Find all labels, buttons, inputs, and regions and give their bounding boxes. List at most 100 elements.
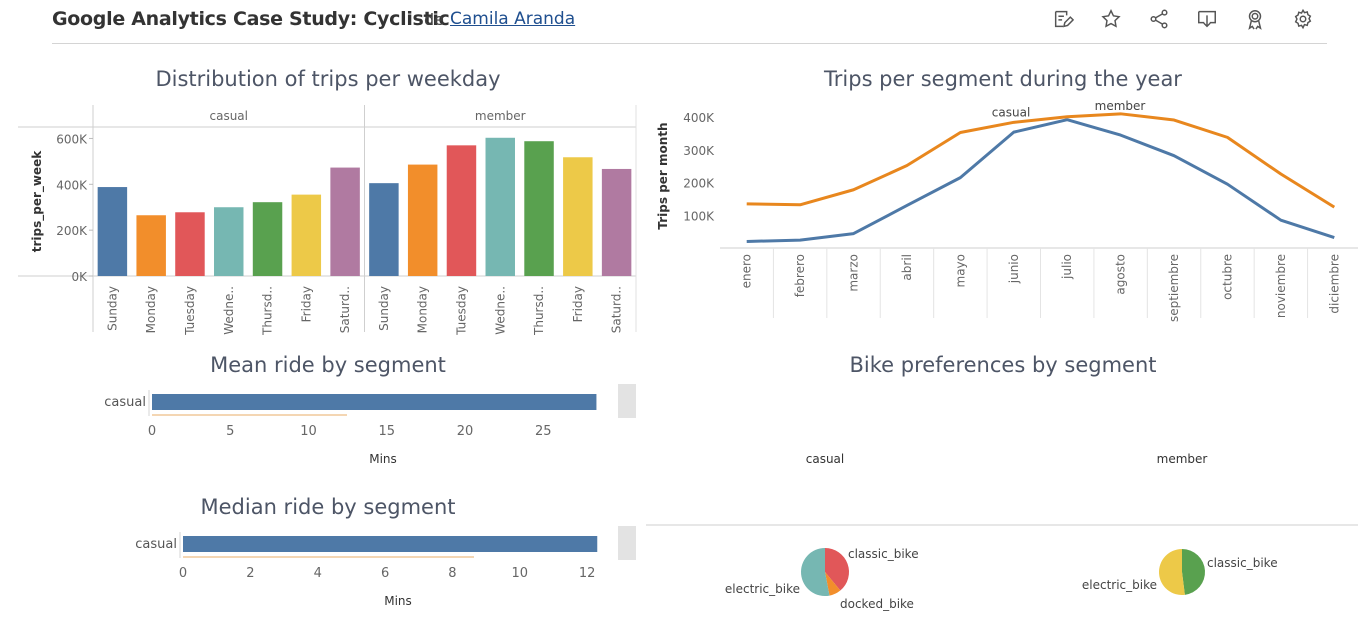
scrollbar-track bbox=[618, 384, 636, 418]
x-tick-label: 0 bbox=[179, 566, 187, 581]
x-tick-label: Monday bbox=[416, 286, 430, 333]
pie-slice-member-electric_bike bbox=[1159, 549, 1185, 596]
x-axis-label: Mins bbox=[384, 594, 412, 608]
y-tick-label: 100K bbox=[683, 209, 715, 223]
pie-header-casual: casual bbox=[806, 452, 845, 466]
x-tick-label: Sunday bbox=[105, 286, 119, 331]
x-tick-label: noviembre bbox=[1274, 254, 1288, 318]
bar-casual bbox=[152, 394, 597, 410]
y-tick-label: 600K bbox=[56, 132, 88, 146]
category-label: casual bbox=[135, 537, 177, 552]
x-tick-label: junio bbox=[1007, 254, 1021, 284]
bike-chart-title: Bike preferences by segment bbox=[849, 353, 1157, 377]
download-icon[interactable] bbox=[1194, 6, 1219, 31]
bar-member-6 bbox=[601, 168, 632, 276]
pie-label-classic_bike: classic_bike bbox=[848, 547, 919, 561]
x-tick-label: diciembre bbox=[1327, 254, 1341, 314]
bar-casual-3 bbox=[214, 207, 244, 276]
y-tick-label: 400K bbox=[56, 178, 88, 192]
x-tick-label: Friday bbox=[571, 286, 585, 322]
badge-icon[interactable] bbox=[1242, 6, 1267, 31]
pie-slice-member-classic_bike bbox=[1182, 549, 1206, 595]
bar-member-4 bbox=[524, 141, 554, 276]
pie-label-classic_bike: classic_bike bbox=[1207, 556, 1278, 570]
x-tick-label: enero bbox=[740, 254, 754, 288]
x-tick-label: septiembre bbox=[1167, 254, 1181, 322]
x-tick-label: 8 bbox=[448, 566, 456, 581]
x-tick-label: Thursd.. bbox=[261, 286, 275, 336]
category-label: casual bbox=[104, 395, 146, 410]
x-tick-label: 6 bbox=[381, 566, 389, 581]
x-tick-label: 10 bbox=[300, 424, 317, 439]
panel-header-member: member bbox=[475, 109, 526, 123]
x-tick-label: Friday bbox=[299, 286, 313, 322]
pie-slice-casual-electric_bike bbox=[800, 548, 830, 596]
pie-label-electric_bike: electric_bike bbox=[725, 582, 800, 596]
x-tick-label: mayo bbox=[953, 254, 967, 288]
monthly-chart-title: Trips per segment during the year bbox=[824, 67, 1182, 91]
x-tick-label: abril bbox=[900, 254, 914, 281]
pie-label-docked_bike: docked_bike bbox=[840, 597, 914, 611]
x-tick-label: Saturd.. bbox=[610, 286, 624, 333]
bar-member-5 bbox=[563, 157, 593, 276]
x-tick-label: marzo bbox=[847, 254, 861, 292]
line-label-casual: casual bbox=[992, 105, 1031, 119]
x-tick-label: febrero bbox=[793, 254, 807, 297]
mean-chart-title: Mean ride by segment bbox=[210, 353, 446, 377]
edit-icon[interactable] bbox=[1050, 6, 1075, 31]
scrollbar-track bbox=[618, 526, 636, 560]
x-tick-label: julio bbox=[1060, 254, 1074, 280]
bar-casual-5 bbox=[291, 194, 322, 276]
x-tick-label: Monday bbox=[144, 286, 158, 333]
x-tick-label: Wedne.. bbox=[222, 286, 236, 335]
y-tick-label: 200K bbox=[683, 177, 715, 191]
line-member bbox=[746, 112, 1336, 209]
y-axis-label: trips_per_week bbox=[30, 150, 45, 253]
share-icon[interactable] bbox=[1146, 6, 1171, 31]
dashboard-title: Google Analytics Case Study: Cyclistic bbox=[52, 8, 450, 30]
panel-header-casual: casual bbox=[210, 109, 249, 123]
bar-member-2 bbox=[446, 145, 477, 276]
x-tick-label: 10 bbox=[512, 566, 529, 581]
top-bar: Google Analytics Case Study: Cyclistic d… bbox=[52, 0, 1327, 44]
x-tick-label: Saturd.. bbox=[338, 286, 352, 333]
x-tick-label: 20 bbox=[457, 424, 474, 439]
x-axis-label: Mins bbox=[369, 452, 397, 466]
bar-casual-0 bbox=[97, 187, 128, 276]
x-tick-label: Wedne.. bbox=[493, 286, 507, 335]
bar-casual-2 bbox=[175, 212, 205, 276]
star-icon[interactable] bbox=[1098, 6, 1123, 31]
toolbar bbox=[1050, 6, 1315, 31]
x-tick-label: 15 bbox=[378, 424, 395, 439]
x-tick-label: agosto bbox=[1114, 254, 1128, 295]
y-axis-label: Trips per month bbox=[656, 122, 670, 229]
settings-icon[interactable] bbox=[1290, 6, 1315, 31]
pie-slice-casual-docked_bike bbox=[825, 572, 841, 596]
line-label-member: member bbox=[1095, 99, 1146, 113]
y-tick-label: 200K bbox=[56, 224, 88, 238]
bar-casual-6 bbox=[330, 167, 360, 276]
line-casual bbox=[746, 118, 1335, 243]
x-tick-label: 12 bbox=[579, 566, 596, 581]
bar-member-0 bbox=[369, 183, 399, 276]
y-tick-label: 400K bbox=[683, 111, 715, 125]
bar-casual-4 bbox=[252, 202, 283, 276]
pie-slice-casual-classic_bike bbox=[825, 548, 849, 591]
x-tick-label: Thursd.. bbox=[532, 286, 546, 336]
pie-label-electric_bike: electric_bike bbox=[1082, 578, 1157, 592]
x-tick-label: Tuesday bbox=[183, 286, 197, 336]
x-tick-label: Sunday bbox=[377, 286, 391, 331]
x-tick-label: 0 bbox=[148, 424, 156, 439]
author-link[interactable]: Camila Aranda bbox=[450, 9, 576, 29]
bar-member-3 bbox=[485, 137, 515, 276]
weekday-chart-title: Distribution of trips per weekday bbox=[155, 67, 501, 91]
by-label: de bbox=[424, 10, 444, 29]
x-tick-label: Tuesday bbox=[454, 286, 468, 336]
bar-casual-1 bbox=[136, 215, 166, 276]
x-tick-label: 5 bbox=[226, 424, 234, 439]
bar-casual bbox=[183, 536, 598, 552]
pie-header-member: member bbox=[1157, 452, 1208, 466]
median-chart-title: Median ride by segment bbox=[200, 495, 456, 519]
bar-member-1 bbox=[407, 164, 438, 276]
